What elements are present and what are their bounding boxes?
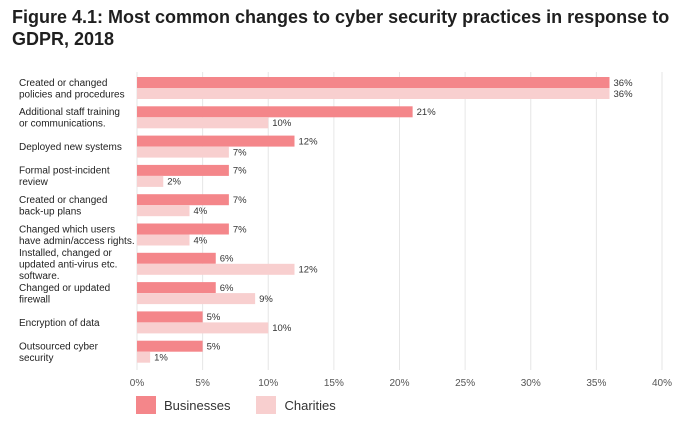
bar-charities-2 [137,117,269,129]
bar-charities-8 [137,293,256,305]
chart-title: Figure 4.1: Most common changes to cyber… [12,7,670,49]
x-axis-ticks: 0% 5% 10% 15% 20% 25% 30% 35% 40% [130,378,672,389]
category-label-8: Changed or updated firewall [19,283,110,306]
category-label-6: Changed which users have admin/access rig… [19,224,135,247]
data-label-businesses-6: 7% [233,224,247,235]
x-tick-label-10: 10% [258,378,278,389]
bar-businesses-8 [137,282,216,294]
data-label-charities-9: 10% [272,323,292,334]
data-label-businesses-1: 36% [614,78,634,89]
category-label-3: Deployed new systems [19,142,122,153]
category-label-5: Created or changed back-up plans [19,195,107,218]
category-label-4: Formal post-incident review [19,166,110,189]
x-tick-label-25: 25% [455,378,475,389]
category-labels: Created or changed policies and procedure… [19,78,135,364]
legend: Businesses Charities [136,396,336,414]
bar-businesses-9 [137,311,203,323]
data-label-businesses-2: 21% [417,107,437,118]
x-tick-label-30: 30% [521,378,541,389]
bar-charities-4 [137,175,164,187]
data-label-charities-4: 2% [167,177,181,188]
data-label-businesses-5: 7% [233,195,247,206]
bar-charities-3 [137,146,229,158]
data-label-businesses-9: 5% [207,312,221,323]
bars: 36%36% 21% 10% 12% 7% 7% 2% 7% 4% 7% 4% 6% 12% 6% 9% 5%… [137,77,633,364]
data-label-charities-5: 4% [194,206,208,217]
bar-businesses-4 [137,164,229,176]
legend-label-charities: Charities [284,397,336,413]
category-label-9: Encryption of data [19,318,100,329]
x-tick-label-20: 20% [389,378,409,389]
data-label-businesses-4: 7% [233,166,247,177]
bar-businesses-5 [137,194,229,206]
data-label-charities-3: 7% [233,147,247,158]
bar-charities-1 [137,88,610,99]
bar-businesses-7 [137,252,216,264]
x-tick-label-0: 0% [130,378,145,389]
bar-businesses-1 [137,77,610,88]
x-tick-label-15: 15% [324,378,344,389]
data-label-charities-8: 9% [259,294,273,305]
legend-label-businesses: Businesses [164,397,231,413]
data-label-charities-7: 12% [299,265,319,276]
bar-charities-10 [137,351,151,363]
data-label-businesses-10: 5% [207,342,221,353]
bar-charities-5 [137,205,190,217]
legend-item-charities: Charities [256,396,336,414]
data-label-charities-10: 1% [154,353,168,364]
data-label-charities-6: 4% [194,235,208,246]
x-tick-label-5: 5% [195,378,210,389]
legend-swatch-businesses [136,396,156,414]
x-tick-label-35: 35% [586,378,606,389]
category-label-2: Additional staff training or communicatio… [19,107,120,130]
data-label-charities-1: 36% [614,89,634,100]
data-label-businesses-3: 12% [299,136,319,147]
category-label-7: Installed, changed or updated anti-virus … [19,248,117,282]
bar-businesses-2 [137,106,413,118]
bar-businesses-3 [137,135,295,147]
data-label-businesses-7: 6% [220,254,234,265]
data-label-charities-2: 10% [272,118,292,129]
category-label-1: Created or changed policies and procedure… [19,78,125,101]
legend-swatch-charities [256,396,277,414]
data-label-businesses-8: 6% [220,283,234,294]
bar-charities-9 [137,322,269,334]
x-tick-label-40: 40% [652,378,672,389]
legend-item-businesses: Businesses [136,396,230,414]
bar-businesses-10 [137,340,203,352]
bar-charities-6 [137,234,190,246]
bar-charities-7 [137,263,295,275]
bar-businesses-6 [137,223,229,235]
category-label-10: Outsourced cyber security [19,341,99,364]
